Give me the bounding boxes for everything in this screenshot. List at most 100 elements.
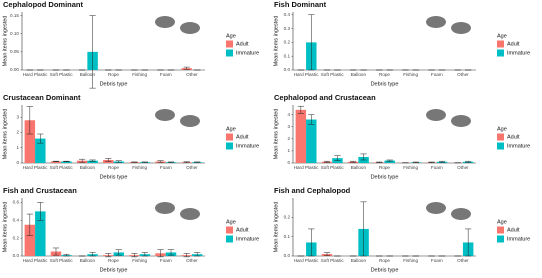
x-tick-label: Balloon	[80, 258, 96, 263]
error-bar	[428, 161, 435, 164]
error-bar	[78, 158, 86, 163]
y-tick-label: 0.6	[13, 200, 20, 205]
silhouette	[155, 202, 175, 214]
x-tick-label: Fishing	[403, 72, 418, 77]
x-tick-label: Hard Plastic	[23, 165, 48, 170]
x-tick-label: Fishing	[132, 72, 147, 77]
x-tick-label: Fishing	[132, 165, 147, 170]
error-bar	[308, 14, 315, 71]
bar	[24, 120, 36, 163]
silhouette	[155, 16, 175, 28]
y-axis-label: Mean items ingested	[273, 109, 279, 160]
x-tick-label: Rope	[108, 165, 119, 170]
y-tick-label: 2	[287, 136, 290, 141]
x-tick-label: Other	[457, 258, 469, 263]
error-bar	[52, 160, 60, 163]
legend-label: Immature	[507, 143, 530, 149]
error-bar	[194, 252, 201, 257]
x-tick-label: Fishing	[132, 258, 147, 263]
x-tick-label: Soft Plastic	[50, 72, 74, 77]
legend-label: Immature	[507, 236, 530, 242]
error-bar	[360, 153, 367, 161]
x-tick-label: Balloon	[80, 165, 96, 170]
x-axis-label: Debris type	[100, 267, 128, 273]
legend-label: Adult	[236, 41, 249, 47]
error-bar	[323, 252, 331, 256]
x-tick-label: Fishing	[403, 165, 418, 170]
x-tick-label: Hard Plastic	[23, 72, 48, 77]
silhouette	[451, 208, 471, 220]
x-tick-label: Other	[186, 165, 198, 170]
x-tick-label: Rope	[108, 258, 119, 263]
silhouette	[180, 22, 200, 34]
silhouette	[155, 109, 175, 121]
y-tick-label: 0.4	[13, 218, 20, 223]
silhouette	[451, 115, 471, 127]
x-tick-label: Balloon	[80, 72, 96, 77]
legend-label: Adult	[507, 41, 520, 47]
legend-title: Age	[226, 219, 236, 225]
bar	[306, 119, 317, 163]
y-tick-label: 1	[287, 148, 290, 153]
error-bar	[308, 228, 315, 257]
x-tick-label: Soft Plastic	[321, 258, 345, 263]
y-tick-label: 0.0	[284, 67, 291, 72]
error-bar	[131, 253, 138, 258]
error-bar	[89, 159, 96, 162]
error-bar	[349, 160, 357, 163]
error-bar	[141, 161, 149, 163]
bar	[50, 161, 62, 163]
y-tick-label: 3	[287, 124, 290, 129]
y-tick-label: 0.10	[10, 31, 19, 36]
legend-label: Adult	[236, 134, 249, 140]
y-axis-label: Mean items ingested	[273, 16, 279, 67]
legend-label: Adult	[507, 227, 520, 233]
y-tick-label: 0.4	[284, 12, 291, 17]
legend-swatch	[226, 235, 233, 243]
error-bar	[37, 133, 44, 144]
x-tick-label: Hard Plastic	[294, 165, 319, 170]
y-tick-label: 0.2	[284, 215, 291, 220]
error-bar	[52, 247, 60, 256]
legend-swatch	[497, 235, 504, 243]
x-tick-label: Rope	[379, 165, 390, 170]
error-bar	[412, 161, 420, 164]
legend-title: Age	[497, 219, 507, 225]
bar	[35, 211, 46, 256]
y-axis-label: Mean items ingested	[2, 109, 8, 160]
error-bar	[115, 249, 122, 256]
error-bar	[131, 161, 138, 163]
error-bar	[183, 161, 190, 163]
y-axis-label: Mean items ingested	[2, 202, 8, 253]
error-bar	[63, 160, 70, 163]
bar	[61, 161, 72, 163]
legend-label: Immature	[507, 50, 530, 56]
x-tick-label: Foam	[160, 165, 172, 170]
x-tick-label: Other	[186, 258, 198, 263]
legend-label: Immature	[236, 50, 259, 56]
y-tick-label: 0.05	[10, 49, 19, 54]
error-bar	[167, 249, 175, 256]
x-tick-label: Rope	[379, 258, 390, 263]
y-tick-label: 0.1	[284, 234, 291, 239]
error-bar	[26, 213, 33, 236]
panel-title: Fish Dominant	[274, 0, 327, 9]
x-axis-label: Debris type	[371, 81, 399, 87]
y-tick-label: 0.15	[10, 13, 19, 18]
panel-title: Cephalopod Dominant	[3, 0, 83, 9]
legend-label: Adult	[236, 227, 249, 233]
x-tick-label: Foam	[431, 165, 443, 170]
legend-swatch	[226, 49, 233, 57]
silhouette	[180, 208, 200, 220]
silhouette	[426, 202, 446, 214]
bar	[384, 160, 395, 163]
legend-swatch	[497, 142, 504, 150]
legend-swatch	[226, 142, 233, 150]
x-tick-label: Foam	[431, 72, 443, 77]
error-bar	[308, 114, 315, 125]
error-bar	[183, 253, 190, 258]
panel: Fish and Cephalopod Mean items ingested De…	[273, 186, 530, 273]
panel-title: Crustacean Dominant	[3, 93, 81, 102]
x-tick-label: Rope	[379, 72, 390, 77]
x-tick-label: Balloon	[351, 165, 367, 170]
